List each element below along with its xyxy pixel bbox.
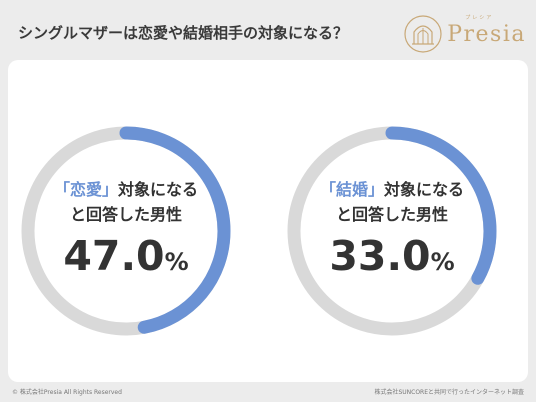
- label-rest: 対象になる: [118, 180, 199, 199]
- donut-svg-marriage: [287, 126, 497, 336]
- donut-chart-romance: 「恋愛」対象になる と回答した男性 47.0%: [19, 124, 233, 338]
- label-rest: 対象になる: [384, 180, 465, 199]
- highlight-word: 結婚: [335, 180, 368, 199]
- percentage-number: 47.0: [63, 232, 165, 280]
- label-line-2: と回答した男性: [69, 205, 182, 224]
- percentage-number: 33.0: [329, 232, 431, 280]
- label-line-2: と回答した男性: [335, 205, 448, 224]
- presia-logo: Presia プレシア: [403, 14, 526, 54]
- percentage-value: 33.0%: [329, 233, 454, 285]
- highlight-close-bracket: 」: [368, 180, 385, 199]
- label-line-1: 「恋愛」対象になる: [54, 177, 198, 202]
- source-note: 株式会社SUNCOREと共同で行ったインターネット調査: [374, 389, 524, 396]
- percentage-unit: %: [164, 248, 189, 276]
- donut-svg-romance: [21, 126, 231, 336]
- copyright-text: © 株式会社Presia All Rights Reserved: [12, 389, 122, 396]
- donut-value-arc: [21, 126, 231, 336]
- highlight-word: 恋愛: [69, 180, 102, 199]
- logo-mark-icon: [404, 15, 442, 53]
- label-line-1: 「結婚」対象になる: [320, 177, 464, 202]
- percentage-value: 47.0%: [63, 233, 188, 285]
- percentage-unit: %: [430, 248, 455, 276]
- highlight-open-bracket: 「: [53, 180, 70, 199]
- page-title: シングルマザーは恋愛や結婚相手の対象になる？: [18, 24, 349, 42]
- donut-center-label: 「結婚」対象になる と回答した男性 33.0%: [285, 124, 499, 338]
- donut-center-label: 「恋愛」対象になる と回答した男性 47.0%: [19, 124, 233, 338]
- logo-subtext: プレシア: [465, 15, 494, 21]
- donut-value-arc: [287, 126, 497, 336]
- highlight-open-bracket: 「: [319, 180, 336, 199]
- highlight-close-bracket: 」: [102, 180, 119, 199]
- donut-chart-marriage: 「結婚」対象になる と回答した男性 33.0%: [285, 124, 499, 338]
- logo-text: Presia: [447, 21, 526, 47]
